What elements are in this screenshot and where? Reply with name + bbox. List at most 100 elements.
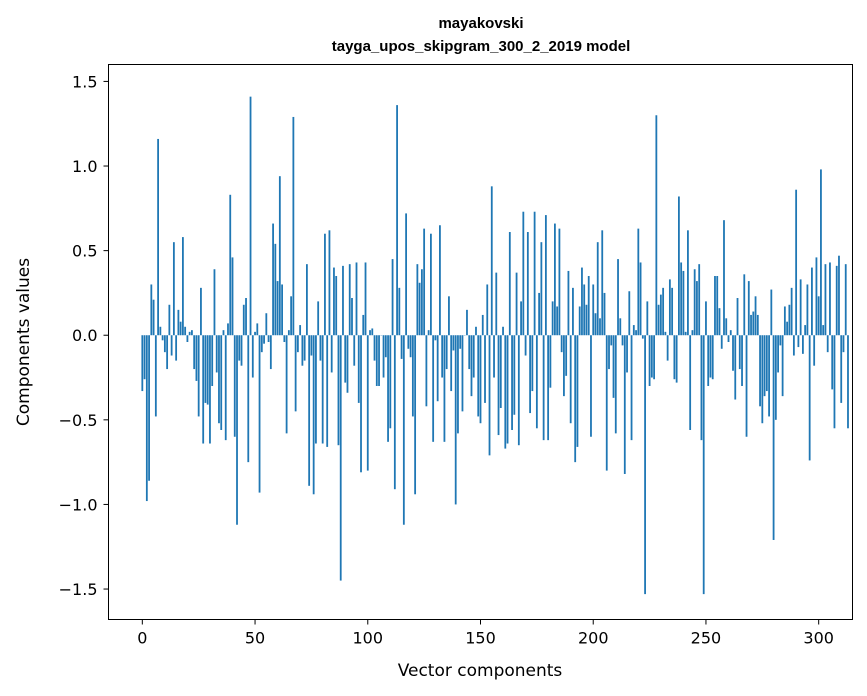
bar-79: [319, 335, 322, 361]
bar-265: [738, 335, 741, 370]
bar-307: [833, 335, 836, 429]
bar-250: [705, 301, 707, 336]
bar-263: [734, 335, 737, 400]
bar-1: [143, 335, 146, 380]
bar-226: [650, 335, 653, 378]
bar-291: [797, 335, 800, 348]
bar-82: [326, 335, 329, 447]
bar-75: [310, 335, 313, 356]
bar-86: [335, 276, 338, 336]
bar-194: [578, 306, 581, 336]
bar-85: [333, 267, 335, 336]
bar-259: [725, 318, 728, 336]
bar-231: [662, 287, 665, 336]
bar-308: [835, 265, 838, 336]
bar-107: [382, 335, 385, 378]
x-tick-label: 50: [245, 629, 265, 648]
bar-69: [296, 335, 299, 353]
bar-161: [504, 335, 507, 449]
bar-37: [224, 335, 227, 441]
bar-288: [790, 287, 793, 336]
bar-165: [513, 335, 516, 415]
bar-104: [375, 335, 378, 386]
bar-183: [554, 223, 556, 336]
bar-215: [626, 335, 628, 373]
bar-270: [750, 314, 752, 336]
bar-248: [700, 335, 703, 441]
chart-title: mayakovski: [438, 15, 523, 32]
y-tick-label: −1.0: [59, 495, 98, 514]
bar-45: [242, 304, 245, 336]
bar-12: [168, 304, 171, 336]
bar-34: [218, 335, 220, 424]
bar-100: [366, 335, 369, 471]
bar-54: [263, 335, 265, 344]
bar-59: [274, 243, 277, 336]
bar-154: [488, 335, 491, 456]
bar-261: [729, 330, 732, 336]
bar-203: [599, 318, 601, 336]
bar-274: [759, 335, 761, 407]
bar-200: [592, 284, 595, 336]
bar-242: [687, 230, 689, 336]
bars-group: [141, 96, 849, 595]
x-tick-label: 100: [352, 629, 383, 648]
bar-255: [716, 276, 719, 336]
bar-81: [324, 233, 326, 336]
bar-141: [459, 335, 462, 349]
bar-294: [804, 325, 807, 336]
bar-124: [420, 269, 423, 336]
bar-253: [711, 335, 714, 380]
bar-27: [202, 335, 205, 444]
bar-196: [583, 284, 586, 336]
bar-303: [824, 264, 827, 336]
bar-301: [820, 169, 822, 336]
x-tick-label: 200: [578, 629, 609, 648]
bar-102: [371, 328, 374, 336]
bar-33: [215, 335, 218, 373]
bar-235: [671, 287, 674, 336]
y-tick-label: 0.5: [72, 242, 97, 261]
bar-289: [792, 335, 795, 356]
bar-211: [617, 259, 619, 336]
bar-93: [351, 298, 353, 336]
bar-254: [714, 276, 716, 336]
bar-5: [152, 299, 155, 336]
bar-209: [612, 335, 615, 398]
bar-0: [141, 335, 144, 392]
bar-80: [321, 335, 324, 444]
y-axis-label: Components values: [14, 258, 34, 426]
bar-97: [360, 335, 362, 473]
bar-51: [256, 323, 259, 336]
bar-132: [439, 225, 441, 336]
bar-238: [678, 196, 680, 336]
bar-111: [391, 259, 394, 336]
bar-63: [283, 335, 286, 342]
bar-160: [502, 326, 504, 336]
bar-145: [468, 335, 471, 370]
bar-199: [590, 335, 592, 437]
bar-180: [547, 335, 550, 441]
bar-11: [166, 335, 169, 370]
bar-192: [574, 335, 577, 463]
bar-163: [508, 232, 511, 336]
bar-240: [682, 270, 685, 336]
bar-285: [783, 306, 786, 336]
bar-217: [630, 335, 633, 441]
bar-140: [457, 335, 459, 434]
bar-25: [197, 335, 200, 417]
bar-309: [838, 255, 840, 336]
bar-271: [752, 311, 755, 336]
bar-168: [520, 301, 522, 336]
bar-234: [668, 279, 671, 336]
y-tick-label: −0.5: [59, 411, 98, 430]
bar-227: [653, 335, 655, 380]
bar-30: [209, 335, 211, 444]
x-axis-label: Vector components: [398, 661, 563, 681]
bar-129: [432, 335, 435, 442]
bar-202: [596, 242, 599, 336]
bar-7: [157, 138, 159, 336]
bar-144: [466, 309, 468, 336]
bar-281: [774, 335, 777, 420]
plot-frame: [108, 64, 853, 620]
